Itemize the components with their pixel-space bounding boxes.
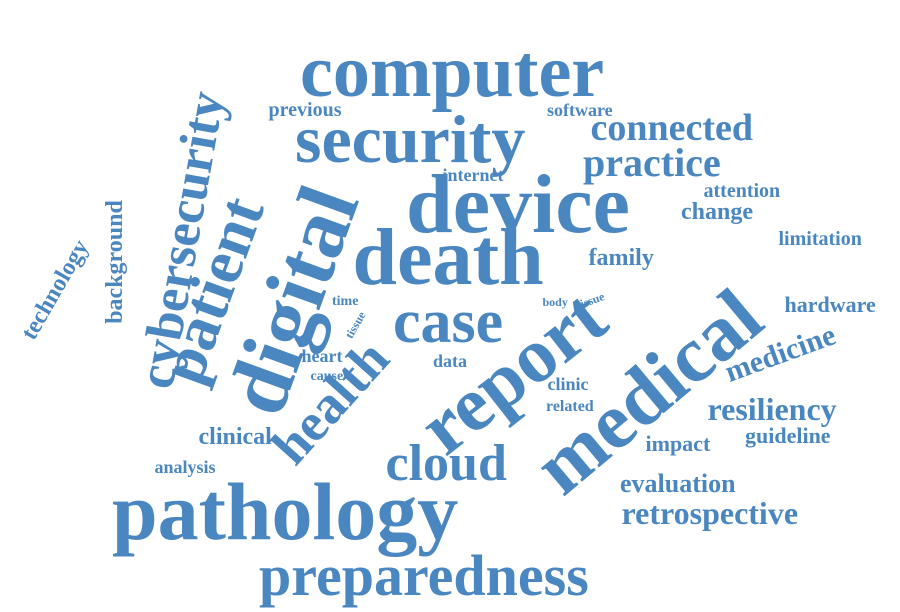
word-body: body [542, 295, 568, 309]
word-time: time [332, 294, 359, 309]
word-hardware: hardware [784, 292, 876, 317]
word-death: death [352, 214, 544, 302]
word-evaluation: evaluation [620, 469, 736, 498]
word-analysis: analysis [154, 457, 216, 477]
word-preparedness: preparedness [259, 543, 589, 608]
word-computer: computer [300, 31, 605, 113]
word-cause: cause [310, 369, 344, 384]
word-data: data [433, 351, 468, 371]
word-attention: attention [703, 180, 781, 202]
word-security: security [295, 101, 526, 177]
word-heart: heart [301, 346, 343, 366]
word-retrospective: retrospective [621, 495, 799, 531]
word-device: device [406, 158, 630, 251]
word-resiliency: resiliency [707, 391, 837, 427]
word-previous: previous [268, 99, 342, 121]
word-internet: internet [442, 165, 504, 185]
word-software: software [547, 100, 613, 120]
word-connected: connected [590, 107, 754, 149]
word-related: related [546, 398, 594, 415]
word-practice: practice [583, 140, 721, 185]
word-cloud-term: cloud [385, 435, 507, 492]
word-clinic: clinic [547, 374, 589, 394]
word-impact: impact [645, 431, 711, 456]
word-clinical: clinical [198, 424, 272, 450]
word-technology: technology [15, 235, 94, 345]
word-family: family [588, 245, 654, 271]
word-guideline: guideline [745, 423, 831, 448]
word-case: case [393, 288, 504, 356]
word-limitation: limitation [778, 228, 862, 250]
word-pathology: pathology [112, 466, 459, 557]
word-change: change [681, 199, 753, 225]
word-background: background [101, 200, 128, 324]
